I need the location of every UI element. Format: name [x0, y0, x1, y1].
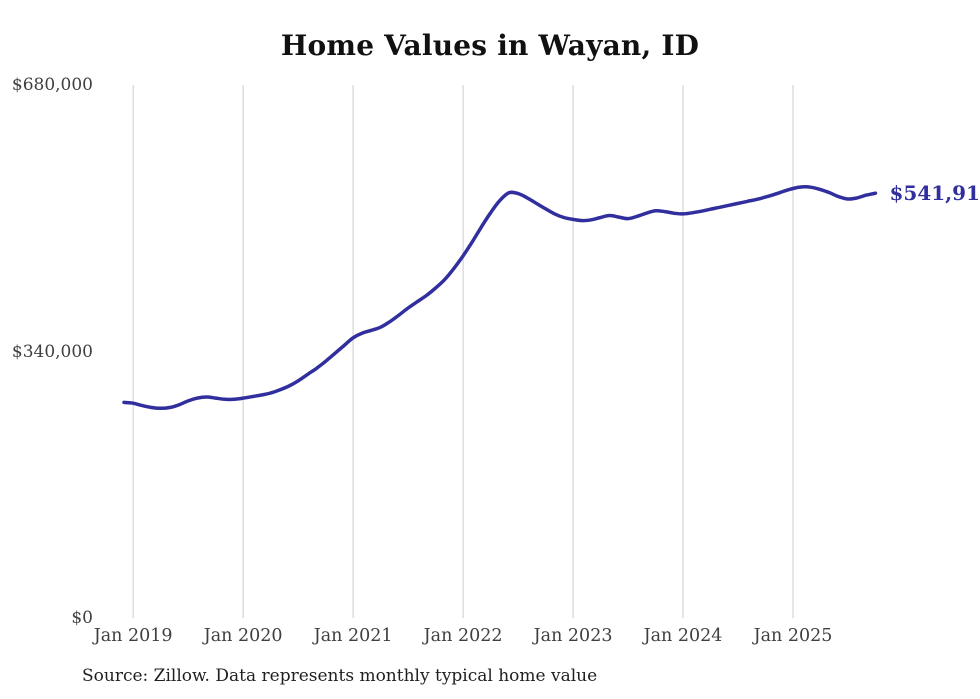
chart-title: Home Values in Wayan, ID [280, 29, 700, 62]
y-tick-label: $0 [71, 608, 93, 628]
x-tick-label: Jan 2024 [643, 626, 723, 646]
y-tick-label: $340,000 [11, 341, 93, 362]
home-value-line [122, 185, 878, 411]
x-tick-label: Jan 2022 [423, 626, 503, 646]
latest-value-label: $541,912 [889, 181, 980, 206]
x-tick-label: Jan 2023 [533, 626, 613, 646]
x-tick-label: Jan 2025 [753, 626, 833, 646]
y-tick-label: $680,000 [11, 75, 93, 95]
x-tick-label: Jan 2020 [203, 626, 283, 646]
gridlines-group [132, 85, 794, 618]
x-tick-label: Jan 2021 [313, 626, 393, 646]
source-note: Source: Zillow. Data represents monthly … [82, 666, 598, 686]
x-tick-label: Jan 2019 [93, 626, 173, 646]
